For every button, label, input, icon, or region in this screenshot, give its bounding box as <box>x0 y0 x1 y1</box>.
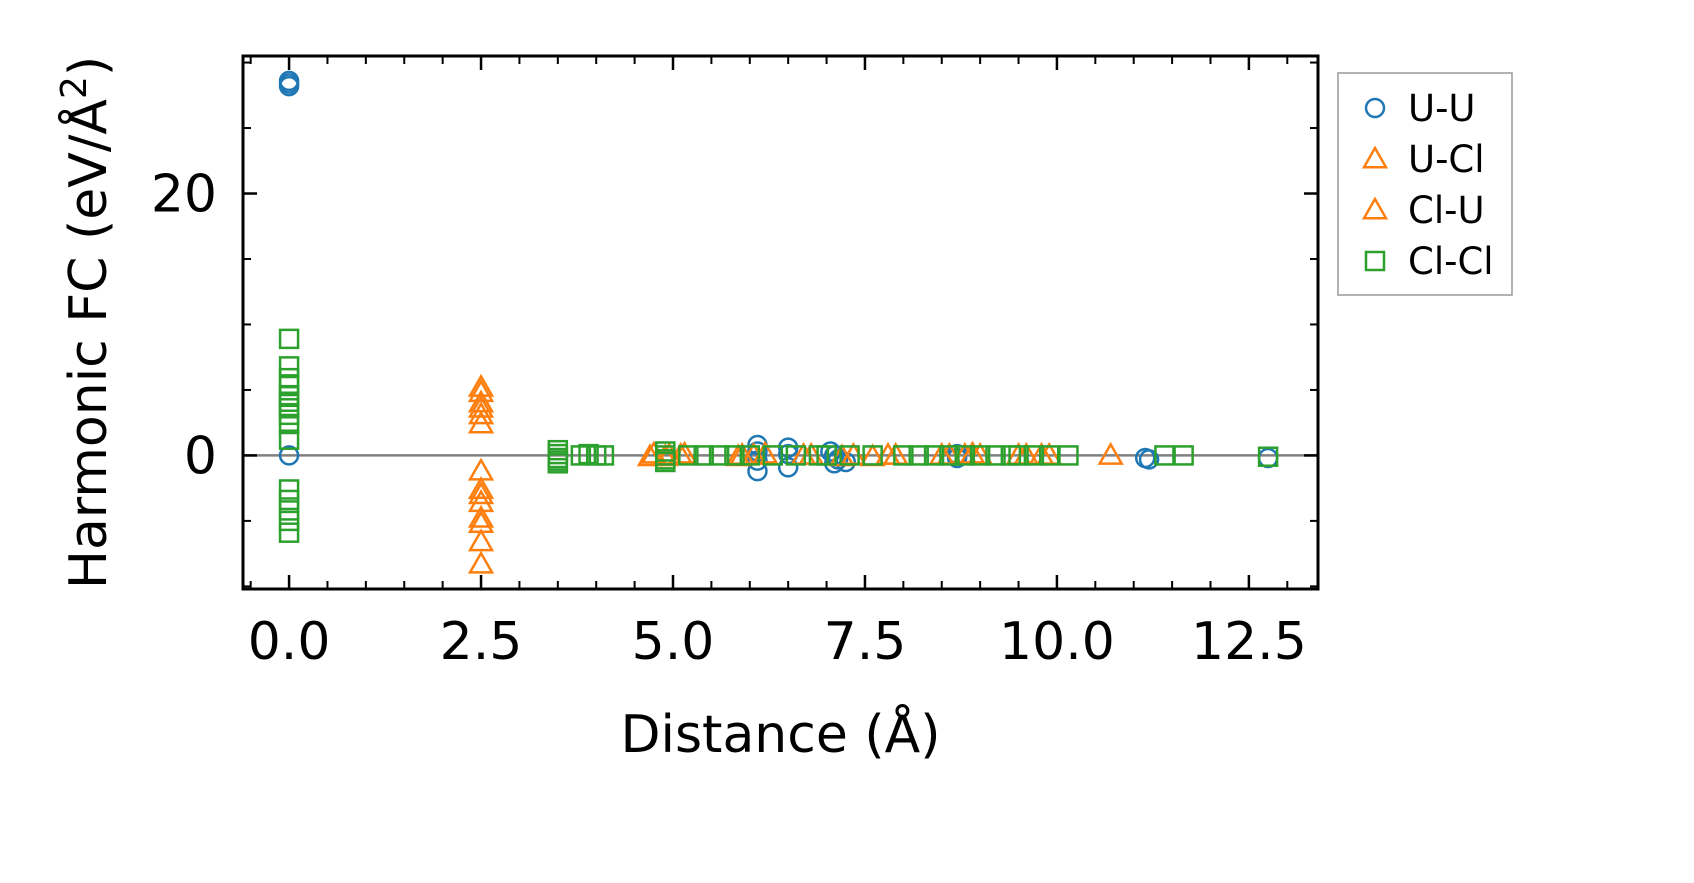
legend-marker-u-u <box>1364 97 1386 119</box>
point-u-u <box>278 70 300 92</box>
series-u-u <box>278 70 1279 482</box>
point-cl-cl <box>816 445 837 466</box>
point-u-cl <box>467 550 495 574</box>
point-cl-cl <box>1058 445 1079 466</box>
legend-marker-cl-cl <box>1364 250 1386 272</box>
point-cl-u <box>467 394 495 418</box>
x-tick-label: 0.0 <box>248 612 331 672</box>
point-cl-cl <box>278 429 300 450</box>
legend-marker-cl-u <box>1361 196 1389 220</box>
point-cl-cl <box>278 413 300 435</box>
point-cl-u <box>467 528 495 552</box>
point-cl-cl <box>593 445 615 466</box>
point-cl-cl <box>893 445 914 466</box>
ticks-layer: 0.0 2.5 5.0 7.5 10.0 12.5 0 20 <box>151 56 1318 672</box>
point-cl-cl <box>739 445 761 466</box>
point-cl-u <box>467 475 495 499</box>
point-cl-cl <box>785 445 807 466</box>
legend-label-u-u: U-U <box>1408 87 1476 130</box>
plot-frame <box>241 54 1320 591</box>
point-u-u <box>777 456 799 478</box>
point-cl-cl <box>969 445 991 466</box>
point-cl-cl <box>655 451 676 473</box>
point-cl-cl <box>839 445 860 466</box>
point-cl-cl <box>762 445 784 466</box>
point-cl-cl <box>693 445 714 466</box>
series-u-cl <box>467 379 1124 574</box>
x-tick-label: 5.0 <box>632 612 715 672</box>
point-cl-cl <box>1023 445 1045 466</box>
point-cl-cl <box>278 479 300 500</box>
point-u-cl <box>959 440 986 464</box>
point-cl-cl <box>708 445 730 466</box>
point-cl-cl <box>570 445 592 466</box>
point-u-cl <box>1097 441 1124 465</box>
point-cl-cl <box>1173 445 1194 466</box>
point-u-cl <box>467 401 495 425</box>
point-cl-cl <box>908 445 929 466</box>
legend-label-u-cl: U-Cl <box>1408 138 1485 181</box>
point-u-u <box>278 445 300 466</box>
x-tick-label: 10.0 <box>999 612 1115 672</box>
x-tick-label: 7.5 <box>824 612 907 672</box>
point-u-u <box>1257 447 1279 469</box>
y-axis-label: Harmonic FC (eV/Å2) <box>54 56 119 589</box>
x-axis-label: Distance (Å) <box>620 703 940 765</box>
point-cl-cl <box>278 510 300 532</box>
point-cl-cl <box>954 445 976 466</box>
point-u-cl <box>467 504 495 528</box>
point-cl-cl <box>1257 446 1279 467</box>
point-u-u <box>278 75 300 97</box>
legend-label-cl-u: Cl-U <box>1408 189 1485 232</box>
point-cl-cl <box>547 453 569 474</box>
point-cl-cl <box>278 522 300 543</box>
point-cl-cl <box>578 443 599 465</box>
point-u-cl <box>467 410 495 434</box>
x-tick-label: 12.5 <box>1191 612 1307 672</box>
point-u-cl <box>467 379 495 403</box>
y-tick-label: 0 <box>184 426 217 486</box>
x-tick-label: 2.5 <box>440 612 523 672</box>
point-cl-cl <box>939 445 960 466</box>
point-cl-cl <box>724 445 745 466</box>
point-cl-cl <box>1008 445 1029 466</box>
legend-marker-u-cl <box>1361 145 1389 169</box>
series-cl-cl <box>278 328 1279 543</box>
point-cl-cl <box>985 445 1006 466</box>
point-cl-cl <box>862 445 883 466</box>
point-u-cl <box>467 481 495 505</box>
point-u-u <box>1138 449 1160 470</box>
point-cl-cl <box>278 328 300 350</box>
point-cl-cl <box>923 445 945 466</box>
point-cl-cl <box>278 356 300 377</box>
y-tick-label: 20 <box>151 165 217 225</box>
marks-layer <box>278 70 1279 574</box>
point-cl-cl <box>278 500 300 521</box>
legend-label-cl-cl: Cl-Cl <box>1408 240 1494 283</box>
point-cl-cl <box>278 489 300 511</box>
legend: U-U U-Cl Cl-U Cl-Cl <box>1337 72 1513 296</box>
point-cl-cl <box>678 445 699 466</box>
